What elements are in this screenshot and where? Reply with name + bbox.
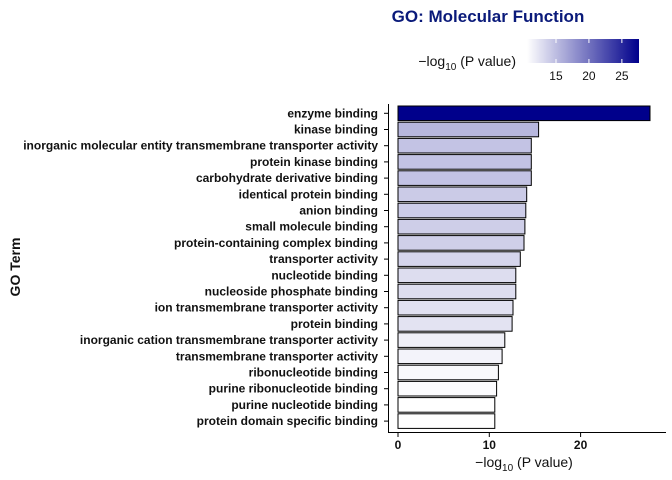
category-label-14: inorganic cation transmembrane transport…	[80, 333, 378, 347]
bar-5	[397, 186, 528, 203]
y-axis-label: GO Term	[7, 238, 23, 297]
category-label-9: transporter activity	[269, 252, 378, 266]
category-label-11: nucleoside phosphate binding	[205, 285, 378, 299]
category-label-17: purine ribonucleotide binding	[209, 382, 378, 396]
bar-10	[397, 267, 517, 284]
category-label-2: inorganic molecular entity transmembrane…	[23, 139, 378, 153]
bar-12	[397, 299, 514, 316]
category-label-0: enzyme binding	[287, 106, 378, 120]
bar-7	[397, 218, 526, 235]
bar-15	[397, 348, 503, 365]
category-label-8: protein-containing complex binding	[174, 236, 378, 250]
legend-tick-label-1: 20	[582, 69, 596, 83]
bar-6	[397, 202, 527, 219]
chart-title: GO: Molecular Function	[392, 7, 585, 26]
legend-title: −log10 (P value)	[418, 53, 516, 73]
category-label-19: protein domain specific binding	[197, 414, 378, 428]
bar-2	[397, 137, 532, 154]
bar-9	[397, 251, 521, 267]
bar-4	[397, 170, 532, 186]
category-label-10: nucleotide binding	[271, 268, 378, 282]
x-axis-ticks: 0 10 20	[395, 433, 588, 452]
bar-8	[397, 235, 525, 251]
category-label-7: small molecule binding	[245, 220, 378, 234]
category-label-6: anion binding	[299, 204, 378, 218]
bar-16	[397, 364, 499, 381]
category-label-13: protein binding	[291, 317, 378, 331]
bar-13	[397, 316, 513, 332]
category-label-5: identical protein binding	[239, 187, 378, 201]
bar-0	[397, 105, 651, 122]
category-label-16: ribonucleotide binding	[249, 366, 378, 380]
bar-1	[397, 121, 540, 138]
bar-14	[397, 332, 506, 348]
category-labels: enzyme binding kinase binding inorganic mo…	[23, 106, 388, 428]
x-tick-label-0: 0	[395, 438, 402, 452]
legend-colorbar	[527, 39, 639, 63]
bar-3	[397, 154, 532, 170]
bar-17	[397, 380, 498, 397]
category-label-4: carbohydrate derivative binding	[196, 171, 378, 185]
legend-ticks: 15 20 25	[549, 39, 629, 83]
legend-tick-label-2: 25	[615, 69, 629, 83]
bars	[397, 105, 651, 429]
category-label-3: protein kinase binding	[250, 155, 378, 169]
x-tick-label-1: 10	[483, 438, 497, 452]
category-label-12: ion transmembrane transporter activity	[155, 301, 379, 315]
bar-19	[397, 413, 496, 429]
legend: −log10 (P value) 15 20 25	[418, 39, 639, 83]
x-tick-label-2: 20	[574, 438, 588, 452]
bar-11	[397, 283, 517, 300]
bar-18	[397, 397, 496, 413]
x-axis-label: −log10 (P value)	[475, 454, 573, 474]
category-label-15: transmembrane transporter activity	[176, 349, 378, 363]
legend-tick-label-0: 15	[549, 69, 563, 83]
category-label-1: kinase binding	[294, 123, 378, 137]
category-label-18: purine nucleotide binding	[231, 398, 378, 412]
